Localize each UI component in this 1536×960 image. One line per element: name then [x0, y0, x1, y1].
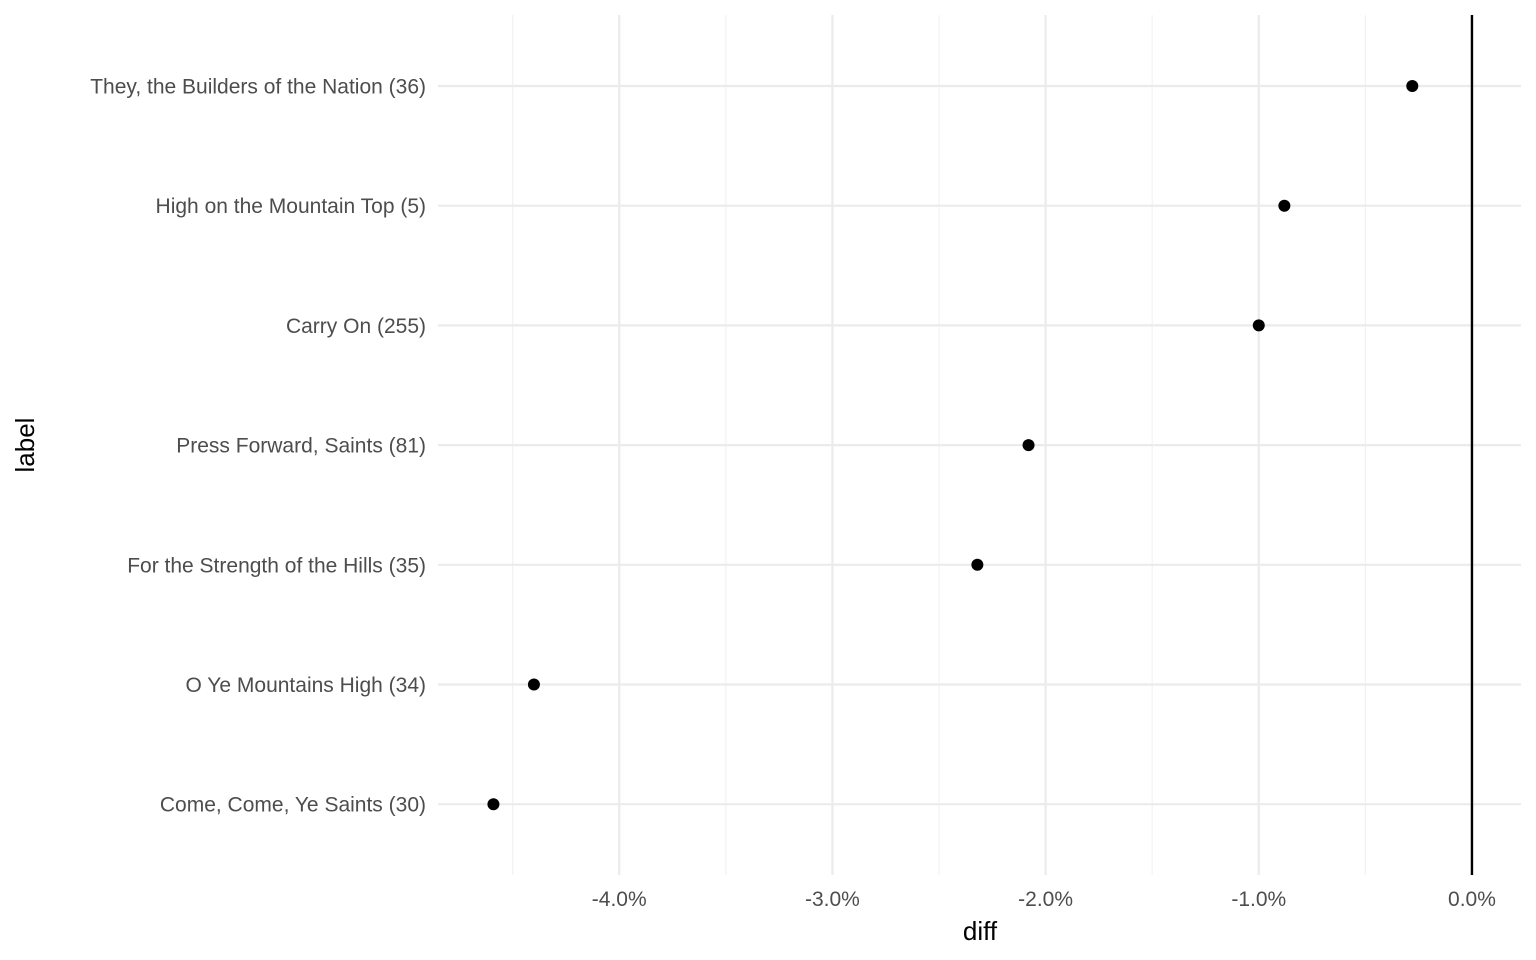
- y-tick-label: Press Forward, Saints (81): [176, 435, 426, 458]
- data-points: [487, 80, 1419, 811]
- x-tick-label: -1.0%: [1231, 888, 1286, 911]
- x-tick-label: -3.0%: [805, 888, 860, 911]
- x-tick-label: -2.0%: [1018, 888, 1073, 911]
- x-tick-labels: -4.0% -3.0% -2.0% -1.0% 0.0%: [592, 888, 1496, 911]
- y-tick-label: For the Strength of the Hills (35): [127, 554, 426, 577]
- y-tick-label: They, the Builders of the Nation (36): [90, 76, 426, 99]
- data-point: [1252, 319, 1265, 332]
- x-tick-label: -4.0%: [592, 888, 647, 911]
- data-point: [527, 678, 540, 691]
- data-point: [1278, 199, 1291, 212]
- y-tick-label: Come, Come, Ye Saints (30): [160, 794, 426, 817]
- y-axis-title: label: [10, 418, 40, 473]
- major-gridlines: [438, 15, 1521, 875]
- y-tick-label: High on the Mountain Top (5): [156, 195, 426, 218]
- data-point: [971, 558, 984, 571]
- x-axis-title: diff: [963, 916, 998, 946]
- y-tick-label: O Ye Mountains High (34): [186, 674, 426, 697]
- x-tick-label: 0.0%: [1448, 888, 1496, 911]
- data-point: [1406, 80, 1419, 92]
- y-tick-label: Carry On (255): [286, 315, 426, 338]
- data-point: [1022, 439, 1035, 452]
- y-tick-labels: They, the Builders of the Nation (36) Hig…: [90, 76, 426, 817]
- data-point: [487, 798, 500, 811]
